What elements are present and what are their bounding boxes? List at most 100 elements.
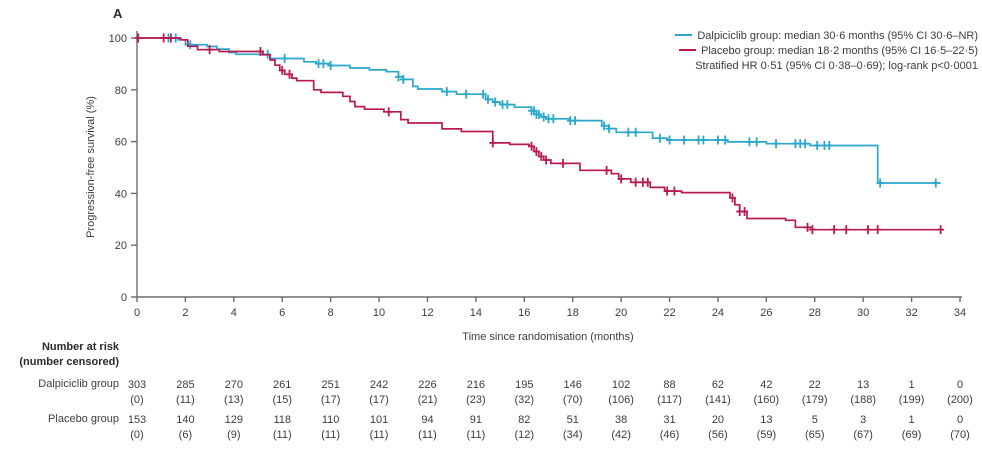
- x-tick-label: 16: [518, 307, 530, 319]
- censored-value: (17): [369, 394, 389, 406]
- risk-value: 82: [518, 414, 531, 426]
- risk-value: 110: [321, 414, 340, 426]
- x-tick-label: 20: [615, 307, 627, 319]
- risk-row-label-dalpiciclib: Dalpiciclib group: [38, 378, 119, 390]
- censored-value: (6): [178, 429, 193, 441]
- x-tick-label: 2: [182, 307, 188, 319]
- censored-value: (11): [466, 429, 486, 441]
- censored-value: (34): [562, 429, 583, 441]
- risk-table-header: Number at risk (number censored): [0, 340, 119, 370]
- censored-value: (200): [947, 394, 973, 406]
- risk-value: 31: [663, 414, 676, 426]
- x-tick-label: 24: [712, 307, 724, 319]
- censored-value: (56): [708, 429, 728, 441]
- risk-value: 38: [614, 414, 628, 426]
- risk-value: 42: [760, 379, 773, 391]
- censored-value: (11): [176, 394, 195, 406]
- legend: Dalpiciclib group: median 30·6 months (9…: [675, 29, 978, 74]
- legend-item-dalpiciclib: Dalpiciclib group: median 30·6 months (9…: [675, 29, 978, 44]
- censored-value: (11): [272, 429, 292, 441]
- censored-value: (9): [227, 429, 241, 441]
- censored-value: (11): [418, 429, 437, 441]
- censored-value: (12): [514, 429, 535, 441]
- legend-label-dalpiciclib: Dalpiciclib group: median 30·6 months (9…: [697, 30, 978, 42]
- placebo-curve: [137, 37, 944, 231]
- y-axis-label: Progression-free survival (%): [85, 96, 97, 238]
- censored-value: (11): [369, 429, 389, 441]
- placebo-line-swatch: [679, 49, 696, 51]
- risk-value: 20: [711, 414, 725, 426]
- x-tick-label: 18: [567, 307, 579, 319]
- risk-value: 153: [127, 414, 147, 426]
- censored-value: (179): [801, 394, 828, 406]
- censored-value: (160): [753, 394, 780, 406]
- x-tick-label: 26: [760, 307, 772, 319]
- censored-value: (17): [320, 394, 341, 406]
- panel-label: A: [113, 6, 123, 21]
- risk-value: 88: [663, 379, 676, 391]
- risk-value: 140: [176, 414, 195, 426]
- risk-value: 303: [127, 379, 147, 391]
- risk-value: 22: [808, 379, 821, 391]
- censored-value: (0): [130, 394, 144, 406]
- risk-table-header-line2: (number censored): [19, 356, 119, 368]
- risk-value: 5: [811, 414, 818, 426]
- risk-value: 0: [956, 414, 964, 426]
- censored-value: (69): [901, 429, 922, 441]
- risk-value: 13: [857, 379, 870, 391]
- risk-value: 118: [273, 414, 292, 426]
- risk-value: 101: [369, 414, 389, 426]
- risk-value: 285: [176, 379, 195, 391]
- x-tick-label: 6: [279, 307, 285, 319]
- censored-value: (70): [950, 429, 970, 441]
- y-tick-label: 60: [115, 137, 127, 149]
- risk-row-label-placebo: Placebo group: [48, 413, 119, 425]
- censored-value: (23): [466, 394, 486, 406]
- censored-value: (65): [804, 429, 825, 441]
- risk-value: 1: [908, 379, 915, 391]
- x-tick-label: 0: [134, 307, 140, 319]
- x-tick-label: 12: [421, 307, 433, 319]
- risk-value: 226: [418, 379, 437, 391]
- censored-value: (188): [850, 394, 877, 406]
- risk-value: 91: [469, 414, 482, 426]
- x-tick-label: 8: [328, 307, 334, 319]
- censored-value: (46): [659, 429, 680, 441]
- risk-value: 102: [611, 379, 631, 391]
- legend-item-placebo: Placebo group: median 18·2 months (95% C…: [675, 44, 978, 59]
- risk-value: 3: [860, 414, 867, 426]
- x-tick-label: 14: [470, 307, 482, 319]
- y-tick-label: 20: [115, 240, 127, 252]
- risk-value: 51: [566, 414, 579, 426]
- y-tick-label: 0: [121, 292, 127, 304]
- x-tick-label: 22: [663, 307, 675, 319]
- censored-value: (11): [321, 429, 341, 441]
- censored-value: (59): [756, 429, 777, 441]
- y-tick-label: 80: [115, 85, 127, 97]
- x-tick-label: 10: [373, 307, 385, 319]
- risk-value: 1: [908, 414, 915, 426]
- censored-value: (15): [272, 394, 293, 406]
- censored-value: (70): [562, 394, 583, 406]
- risk-value: 94: [421, 414, 434, 426]
- x-tick-label: 30: [857, 307, 869, 319]
- legend-note-hr: Stratified HR 0·51 (95% CI 0·38–0·69); l…: [695, 60, 978, 72]
- censored-value: (0): [130, 429, 144, 441]
- risk-value: 129: [224, 414, 243, 426]
- censored-value: (21): [417, 394, 438, 406]
- censored-value: (32): [514, 394, 535, 406]
- censored-value: (141): [705, 394, 731, 406]
- risk-value: 13: [760, 414, 773, 426]
- censored-value: (106): [608, 394, 634, 406]
- legend-label-placebo: Placebo group: median 18·2 months (95% C…: [701, 45, 978, 57]
- risk-table-header-line1: Number at risk: [41, 341, 119, 353]
- censored-value: (42): [611, 429, 631, 441]
- risk-value: 216: [466, 379, 486, 391]
- censored-value: (67): [853, 429, 873, 441]
- y-tick-label: 40: [115, 188, 127, 200]
- x-tick-label: 4: [231, 307, 237, 319]
- censored-value: (199): [898, 394, 925, 406]
- risk-value: 242: [369, 379, 389, 391]
